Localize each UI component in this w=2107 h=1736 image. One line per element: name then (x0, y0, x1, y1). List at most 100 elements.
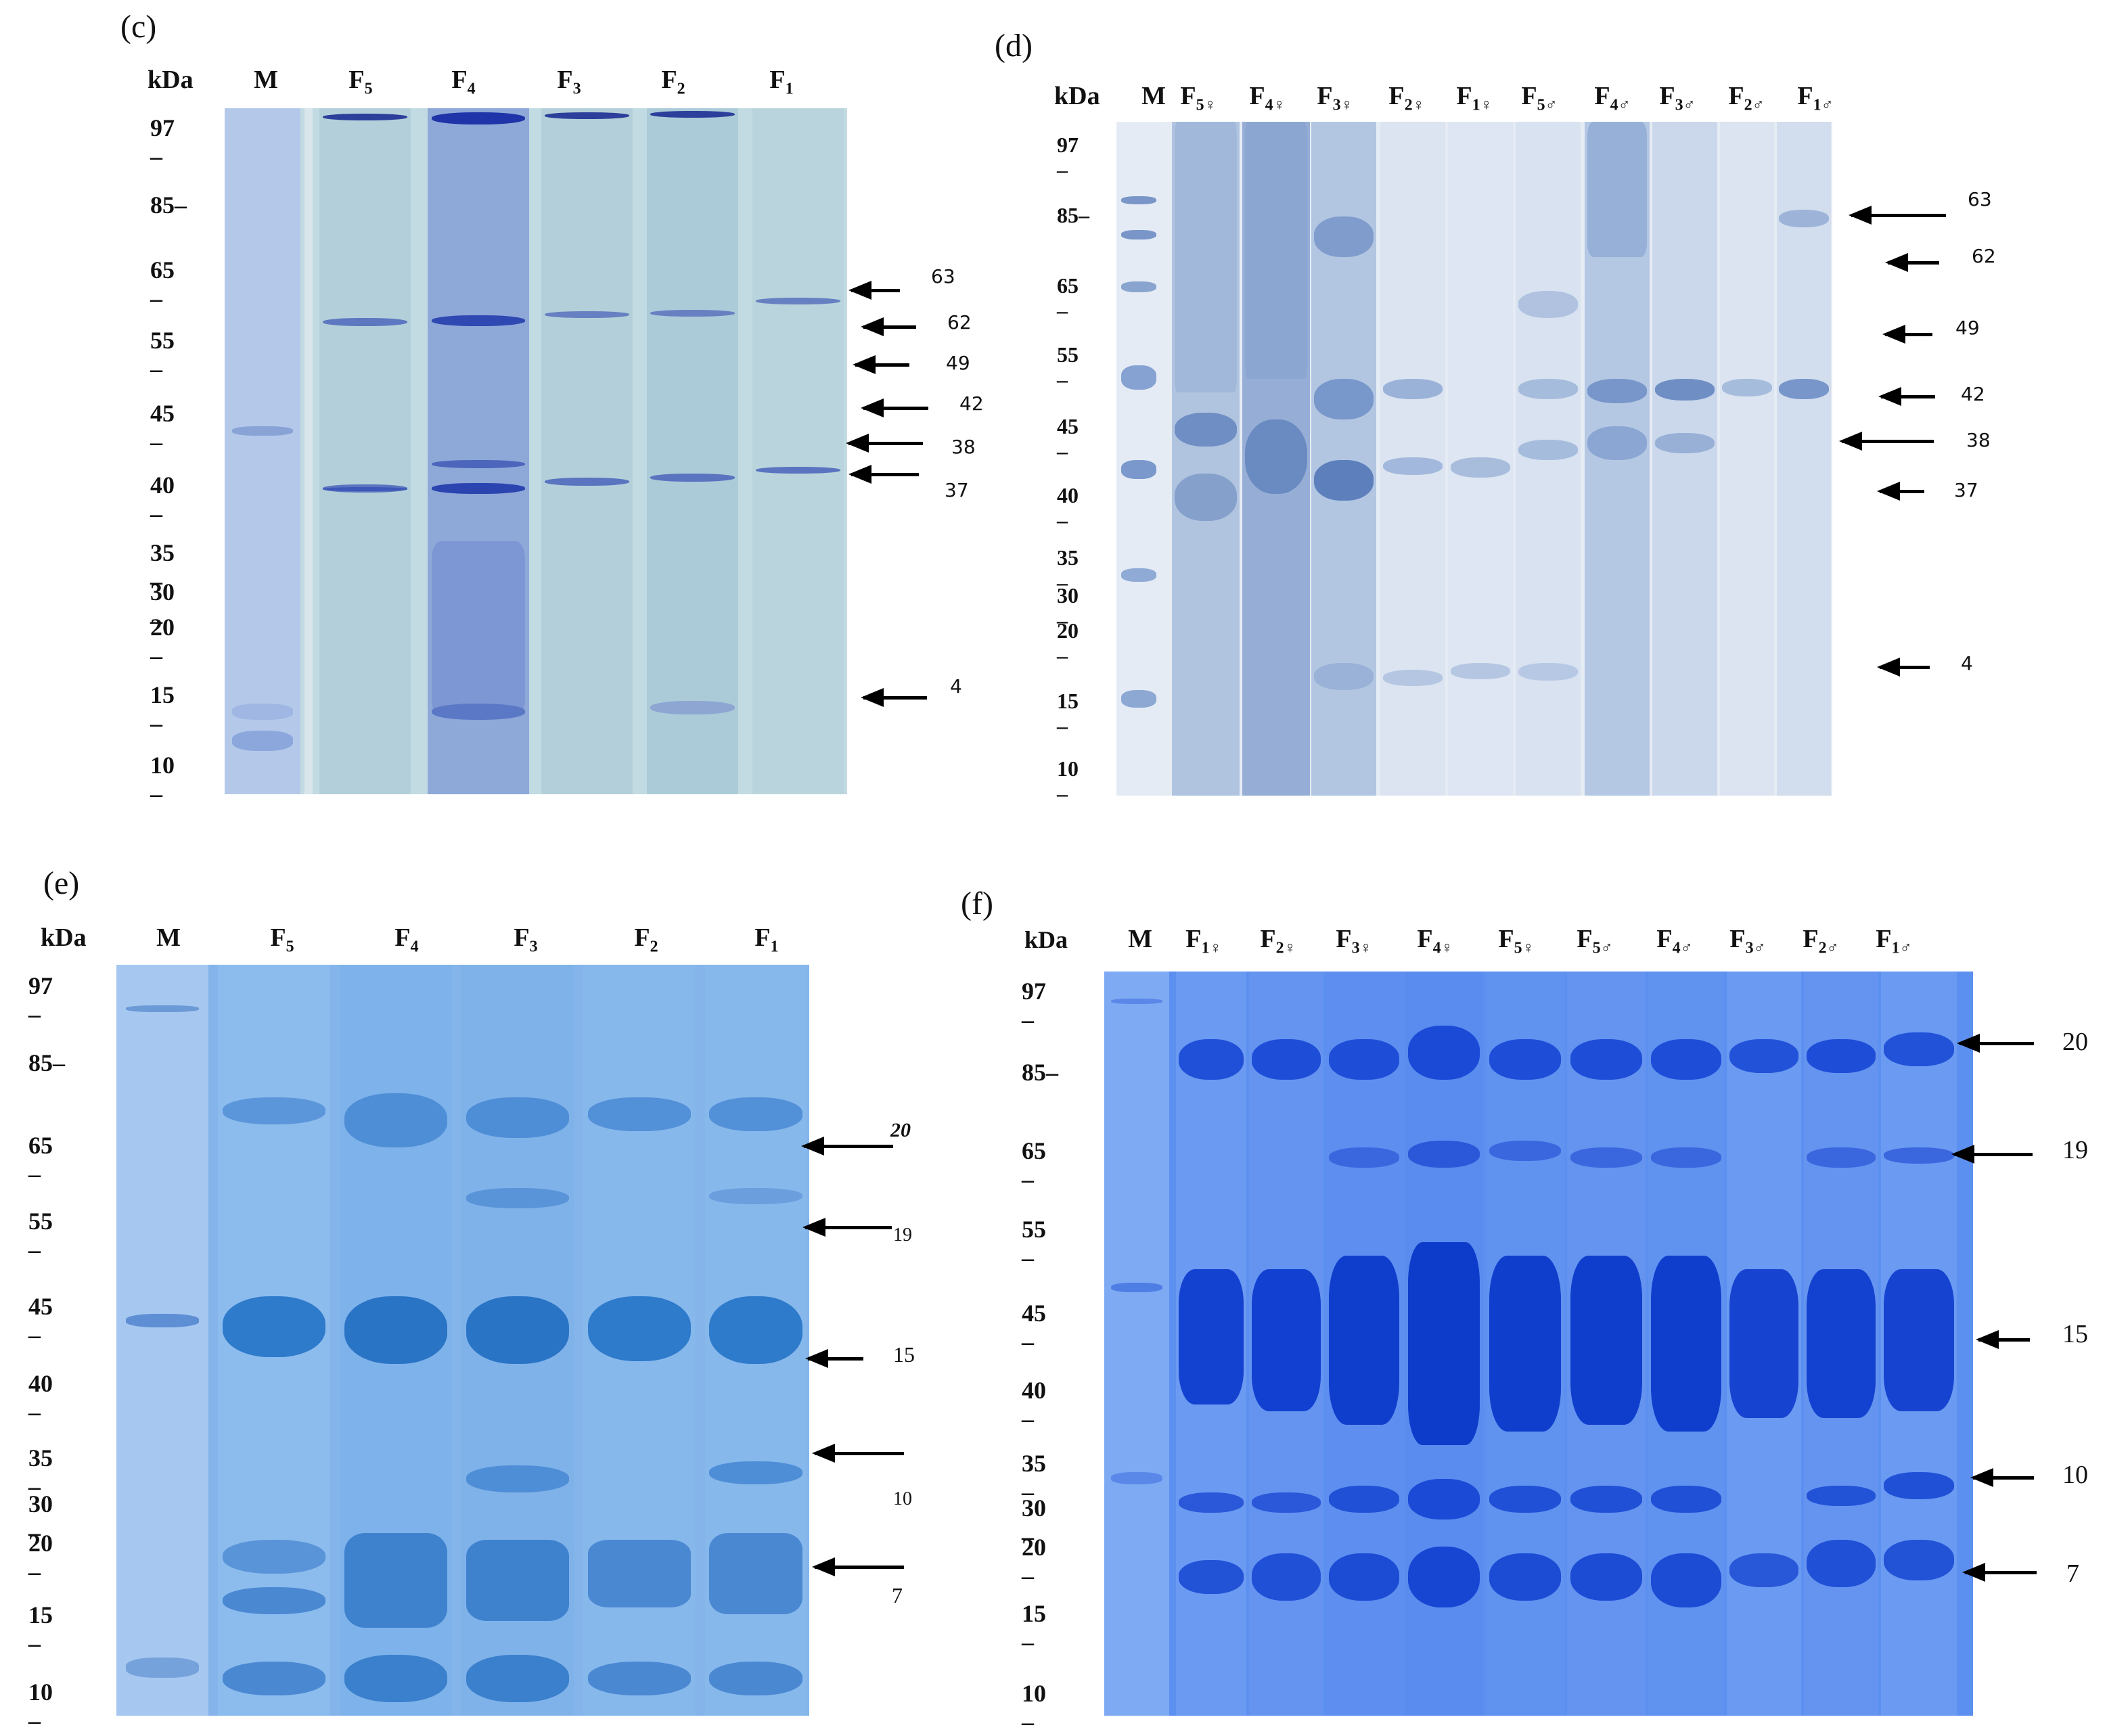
arrow-label-15: 15 (2062, 1320, 2088, 1348)
lane-header-m: M (254, 66, 278, 94)
lane-f2-female (1380, 122, 1445, 796)
gel-image (1104, 972, 1973, 1716)
marker-15: 15 – (1022, 1600, 1046, 1655)
lane-header-f2: F2 (634, 923, 658, 956)
lane-header-f1-female: F1♀ (1185, 925, 1222, 957)
marker-10: 10 – (1057, 756, 1079, 806)
arrow-label-20: 20 (2062, 1028, 2088, 1056)
arrow (848, 281, 900, 300)
arrow-label-62: 62 (1972, 245, 1996, 267)
marker-20: 20 – (28, 1530, 53, 1585)
marker-35: 35 – (1022, 1450, 1046, 1505)
lane-header-f1: F1 (769, 66, 794, 98)
marker-65: 65 – (28, 1132, 53, 1187)
marker-35: 35 – (28, 1444, 53, 1500)
arrow-label-15: 15 (893, 1342, 915, 1367)
arrow-label-7: 7 (892, 1583, 903, 1607)
marker-97: 97 – (1057, 133, 1079, 182)
lane-f1-male (1881, 972, 1957, 1716)
lane-header-f2-male: F2♂ (1728, 82, 1765, 114)
arrow (1957, 1034, 2034, 1053)
lane-f2 (583, 965, 696, 1716)
lane-marker (1104, 972, 1169, 1716)
marker-55: 55 – (1022, 1216, 1046, 1271)
lane-f4 (340, 965, 452, 1716)
lane-header-m: M (1128, 925, 1152, 953)
arrow (802, 1218, 892, 1237)
marker-65: 65 – (1022, 1137, 1046, 1193)
arrow (812, 1444, 904, 1463)
arrow-label-10: 10 (893, 1488, 912, 1509)
gel-image (1116, 122, 1832, 796)
lane-f2-female (1249, 972, 1323, 1716)
lane-header-f3: F3 (557, 66, 581, 98)
lane-f4-female (1405, 972, 1483, 1716)
marker-45: 45 – (150, 400, 175, 455)
lane-header-f4-female: F4♀ (1249, 82, 1286, 114)
arrow-label-19: 19 (893, 1225, 912, 1246)
marker-85: 85– (1057, 203, 1089, 227)
lane-header-f5: F5 (348, 66, 373, 98)
marker-30: 30 – (28, 1490, 53, 1546)
arrow-label-19: 19 (2062, 1136, 2088, 1164)
lane-header-f2-male: F2♂ (1803, 925, 1839, 957)
arrow (1839, 432, 1934, 451)
arrow-label-10: 10 (2062, 1461, 2088, 1489)
arrow (805, 1349, 863, 1368)
lane-header-m: M (156, 923, 181, 952)
marker-40: 40 – (1022, 1377, 1046, 1432)
arrow (1976, 1330, 2030, 1349)
lane-f5-female (1172, 122, 1240, 796)
arrow (1885, 253, 1939, 272)
lane-f3 (541, 108, 633, 794)
lane-header-f5-female: F5♀ (1498, 925, 1535, 957)
kda-label: kDa (41, 923, 87, 952)
lane-header-f2: F2 (661, 66, 685, 98)
arrow-label-4: 4 (950, 675, 962, 698)
arrow (861, 688, 927, 707)
marker-40: 40 – (1057, 483, 1079, 532)
marker-15: 15 – (28, 1601, 53, 1657)
marker-97: 97 – (28, 972, 53, 1028)
lane-f1-female (1448, 122, 1513, 796)
arrow-label-42: 42 (959, 392, 984, 415)
lane-header-f5-male: F5♂ (1521, 82, 1558, 114)
arrow-label-49: 49 (946, 352, 970, 374)
marker-10: 10 – (28, 1678, 53, 1734)
lane-f3 (461, 965, 574, 1716)
arrow (1970, 1468, 2034, 1487)
arrow-label-37: 37 (1954, 479, 1978, 501)
arrow-label-42: 42 (1961, 383, 1985, 405)
lane-header-f3-male: F3♂ (1729, 925, 1766, 957)
marker-20: 20 – (1022, 1534, 1046, 1589)
lane-f3-male (1727, 972, 1801, 1716)
arrow (1962, 1563, 2037, 1582)
arrow (1877, 482, 1924, 501)
lane-marker (1116, 122, 1161, 796)
arrow (853, 355, 909, 374)
lane-f4 (428, 108, 529, 794)
lane-f5-female (1486, 972, 1564, 1716)
lane-header-f1: F1 (754, 923, 779, 956)
marker-55: 55 – (28, 1208, 53, 1263)
arrow-label-20: 20 (890, 1119, 911, 1141)
lane-header-f4-female: F4♀ (1417, 925, 1453, 957)
lane-header-f4: F4 (451, 66, 476, 98)
marker-45: 45 – (1057, 414, 1079, 463)
panel-label: (c) (120, 9, 157, 45)
marker-35: 35 – (1057, 545, 1079, 595)
lane-header-m: M (1141, 82, 1166, 110)
marker-40: 40 – (150, 472, 175, 527)
lane-header-f3-male: F3♂ (1659, 82, 1696, 114)
marker-97: 97 – (1022, 978, 1046, 1033)
marker-30: 30 – (150, 578, 175, 634)
lane-header-f4: F4 (394, 923, 419, 956)
marker-65: 65 – (1057, 273, 1079, 323)
lane-f4-male (1585, 122, 1650, 796)
panel-label: (d) (995, 28, 1033, 64)
lane-header-f4-male: F4♂ (1656, 925, 1693, 957)
panel-label: (e) (43, 865, 80, 901)
gel-image (225, 108, 847, 794)
marker-97: 97 – (150, 114, 175, 170)
marker-55: 55 – (1057, 342, 1079, 392)
